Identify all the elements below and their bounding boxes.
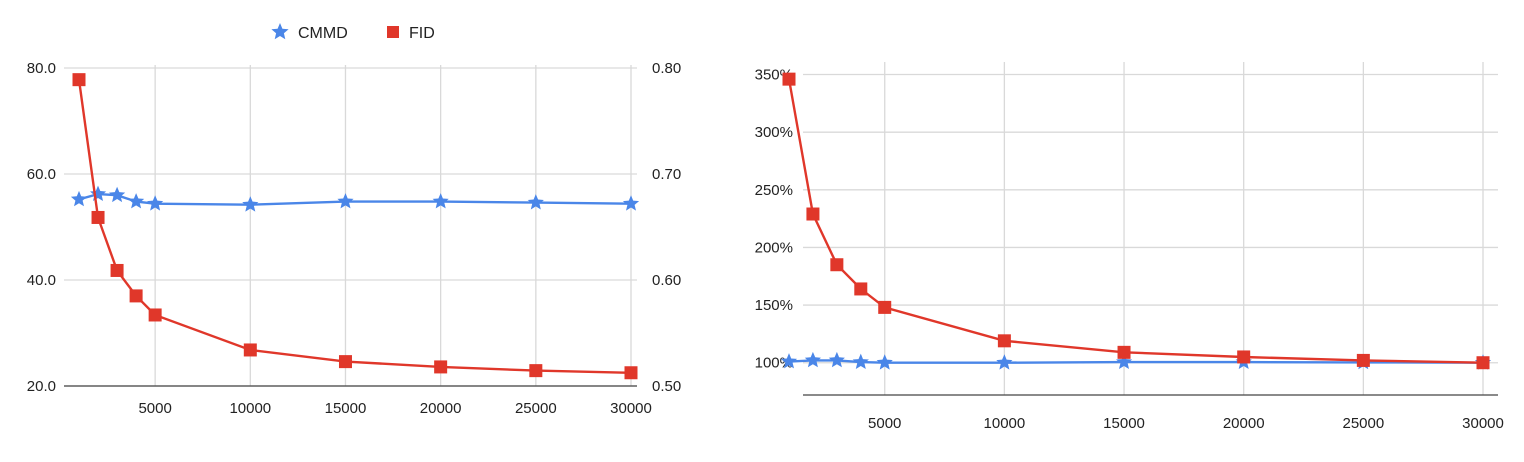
series-cmmd-point [876, 354, 893, 370]
series-fid-point [91, 210, 105, 224]
series-fid-line [77, 79, 632, 374]
series-cmmd-point [780, 353, 798, 369]
series-fid-point [997, 334, 1011, 348]
series-fid-point [72, 73, 86, 87]
series-fid-point [624, 366, 638, 380]
y-right-tick-label: 0.80 [652, 60, 681, 77]
y-tick-label: 40.0 [27, 272, 56, 289]
x-tick-label: 5000 [138, 400, 171, 417]
series-fid-point [434, 360, 448, 374]
series-fid-point [854, 282, 868, 296]
y-tick-label: 150% [755, 297, 793, 314]
legend-fid-marker [387, 26, 399, 38]
series-cmmd-point [1116, 353, 1133, 369]
series-cmmd-point [852, 353, 869, 369]
x-tick-label: 10000 [229, 400, 271, 417]
series-cmmd-point [432, 193, 449, 209]
series-fid-point [1476, 356, 1490, 370]
star-icon [271, 23, 289, 40]
y-right-tick-label: 0.70 [652, 166, 681, 183]
series-cmmd-point [242, 196, 259, 212]
y-right-tick-label: 0.50 [652, 378, 681, 395]
legend-fid-label: FID [409, 25, 435, 42]
y-tick-label: 300% [755, 124, 793, 141]
series-cmmd-point [996, 354, 1013, 370]
series-fid-point [529, 364, 543, 378]
series-cmmd-point [109, 186, 126, 203]
legend-cmmd-label: CMMD [298, 25, 348, 42]
series-fid-point [1237, 350, 1251, 364]
series-cmmd-point [622, 195, 640, 211]
series-fid-point [806, 207, 820, 221]
series-fid-point [148, 308, 162, 322]
x-tick-label: 30000 [610, 400, 652, 417]
series-cmmd-point [527, 194, 544, 210]
right-chart: 5000 10000 15000 20000 25000 30000100%150%200… [755, 62, 1504, 432]
x-tick-label: 5000 [868, 415, 901, 432]
y-right-tick-label: 0.60 [652, 272, 681, 289]
square-icon [387, 26, 399, 38]
x-tick-label: 20000 [1223, 415, 1265, 432]
series-fid-point [1117, 345, 1131, 359]
series-cmmd-point [128, 193, 145, 209]
series-cmmd-line [788, 359, 1484, 364]
series-cmmd-line [78, 192, 632, 206]
y-tick-label: 60.0 [27, 166, 56, 183]
series-fid-point [878, 300, 892, 314]
series-fid-point [782, 72, 796, 86]
x-tick-label: 15000 [325, 400, 367, 417]
series-cmmd-point [70, 190, 88, 207]
series-fid-point [830, 258, 844, 272]
series-fid-point [129, 289, 143, 303]
y-tick-label: 20.0 [27, 378, 56, 395]
series-fid-point [243, 343, 257, 357]
x-tick-label: 30000 [1462, 415, 1504, 432]
series-cmmd-point [90, 185, 107, 201]
series-cmmd-point [804, 351, 821, 368]
x-tick-label: 10000 [984, 415, 1026, 432]
series-fid-point [338, 355, 352, 369]
x-tick-label: 25000 [1342, 415, 1384, 432]
series-cmmd-point [828, 351, 845, 368]
x-tick-label: 20000 [420, 400, 462, 417]
y-tick-label: 200% [755, 239, 793, 256]
legend-cmmd-marker [271, 23, 289, 40]
series-cmmd-point [147, 195, 164, 211]
legend: CMMD FID [271, 23, 435, 42]
x-tick-label: 15000 [1103, 415, 1145, 432]
series-fid-point [1356, 353, 1370, 367]
series-fid-point [110, 263, 124, 277]
y-tick-label: 80.0 [27, 60, 56, 77]
x-tick-label: 25000 [515, 400, 557, 417]
series-cmmd-point [337, 193, 354, 209]
series-fid-line [787, 78, 1484, 364]
left-chart: 5000 10000 15000 20000 25000 30000 20.0 40.0 60.… [27, 60, 681, 417]
y-tick-label: 250% [755, 182, 793, 199]
